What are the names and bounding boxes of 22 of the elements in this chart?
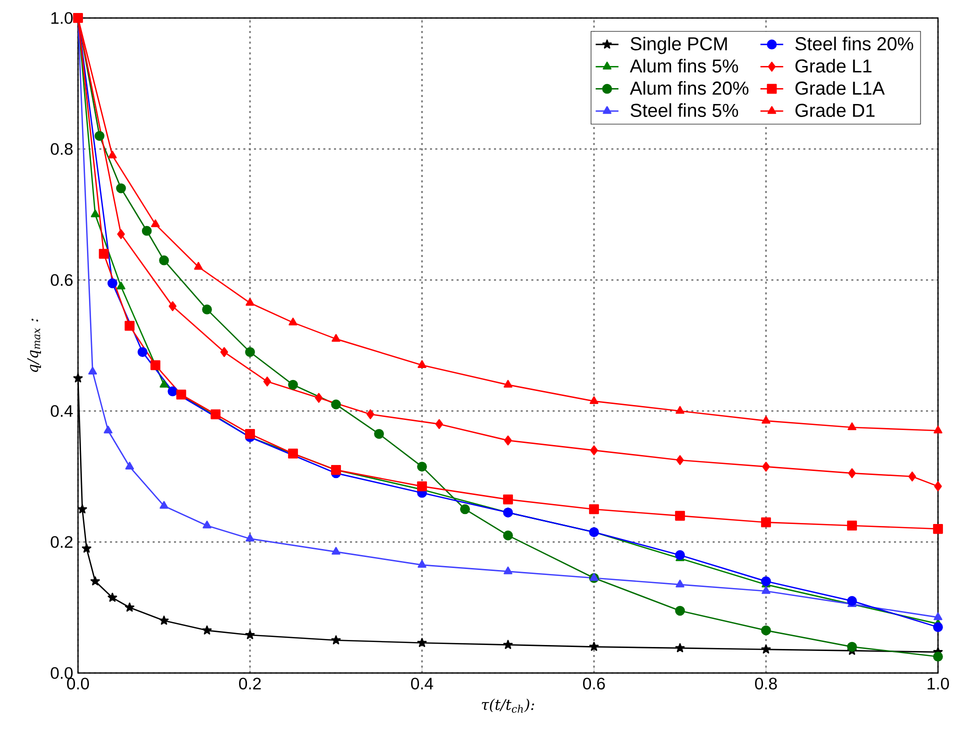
y-tick-label: 0.6 [50,274,73,286]
y-tick-label: 0.4 [50,405,73,417]
x-tick-label: 0.0 [67,678,89,690]
legend-label: Single PCM [630,36,727,54]
y-tick-label: 1.0 [51,12,73,24]
legend-label: Steel fins 20% [795,36,914,50]
legend-label: Grade L1 [795,58,872,73]
y-tick-label: 0.2 [50,536,72,548]
legend-label: Alum fins 5% [630,58,738,73]
legend-label: Grade L1A [795,81,885,95]
x-tick-label: 0.6 [583,678,605,690]
legend-label: Alum fins 20% [630,81,748,95]
legend-label: Grade D1 [795,103,875,117]
x-tick-label: 1.0 [928,678,949,690]
y-axis-title: q/q$_{max}$ : [27,318,41,372]
legend-label: Steel fins 5% [630,103,738,117]
y-tick-label: 0.0 [50,667,73,679]
y-tick-label: 0.8 [50,143,73,155]
x-tick-label: 0.4 [411,678,434,690]
x-tick-label: 0.2 [239,678,261,690]
x-axis-title: τ(t/t$_{ch}$): [482,698,534,713]
x-tick-label: 0.8 [755,678,777,690]
